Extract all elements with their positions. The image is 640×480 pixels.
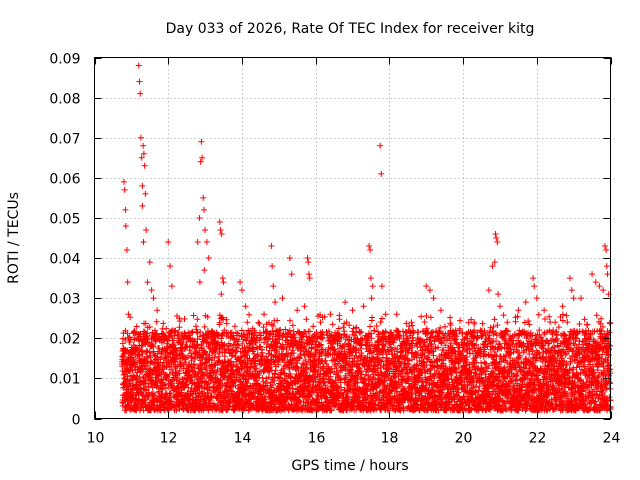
data-point <box>146 323 153 330</box>
data-point <box>142 396 149 403</box>
data-point <box>134 369 141 376</box>
data-point <box>142 320 149 327</box>
data-point <box>130 372 137 379</box>
data-point <box>144 362 151 369</box>
data-point <box>144 330 151 337</box>
data-point <box>144 353 151 360</box>
data-point <box>139 350 146 357</box>
data-point <box>120 351 127 358</box>
data-point <box>127 314 134 321</box>
data-point <box>127 381 134 388</box>
data-point <box>145 383 152 390</box>
data-point <box>151 360 158 367</box>
data-point <box>132 358 139 365</box>
data-point <box>132 361 139 368</box>
data-point <box>122 336 129 343</box>
data-point <box>146 339 153 346</box>
data-point <box>142 380 149 387</box>
data-point <box>146 349 153 356</box>
data-point <box>150 348 157 355</box>
data-point <box>133 323 140 330</box>
data-point <box>124 330 131 337</box>
data-point <box>126 338 133 345</box>
data-points <box>119 62 614 414</box>
